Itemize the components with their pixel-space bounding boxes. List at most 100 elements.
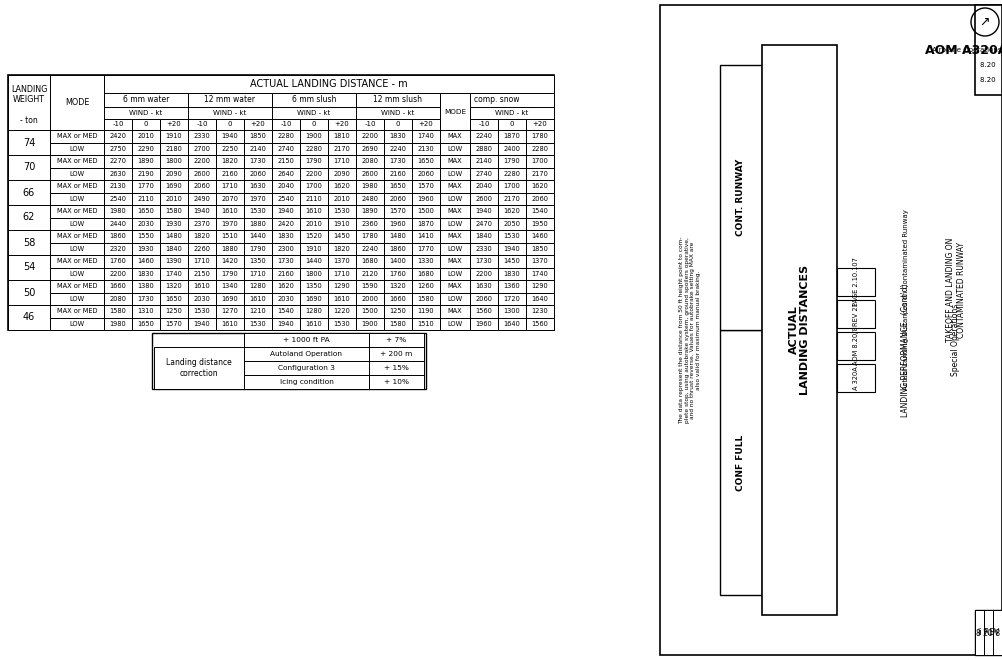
Bar xyxy=(993,610,1002,655)
Bar xyxy=(384,267,412,280)
Bar xyxy=(526,280,554,292)
Bar xyxy=(328,255,356,267)
Bar xyxy=(216,193,244,205)
Text: MODE: MODE xyxy=(65,98,89,107)
Text: 2200: 2200 xyxy=(193,158,210,164)
Bar xyxy=(440,218,470,230)
Text: 2170: 2170 xyxy=(532,171,548,177)
Bar xyxy=(328,305,356,317)
Bar xyxy=(412,267,440,280)
Text: LOW: LOW xyxy=(69,271,84,277)
Bar xyxy=(300,155,328,168)
Text: 1610: 1610 xyxy=(221,321,238,327)
Text: 2750: 2750 xyxy=(109,146,126,152)
Bar xyxy=(50,130,104,143)
Bar xyxy=(244,230,272,242)
Bar xyxy=(216,255,244,267)
Text: 1910: 1910 xyxy=(334,220,351,227)
Bar xyxy=(412,155,440,168)
Bar xyxy=(356,205,384,218)
Text: - ton: - ton xyxy=(20,115,38,125)
Text: 2690: 2690 xyxy=(362,146,379,152)
Text: WIND - kt: WIND - kt xyxy=(213,110,246,116)
Bar xyxy=(526,218,554,230)
Bar xyxy=(470,143,498,155)
Text: 1580: 1580 xyxy=(390,321,407,327)
Text: 2240: 2240 xyxy=(390,146,407,152)
Text: 1290: 1290 xyxy=(532,283,548,289)
Text: 1900: 1900 xyxy=(362,321,379,327)
Bar xyxy=(160,180,188,193)
Bar xyxy=(384,119,412,130)
Bar xyxy=(272,218,300,230)
Bar xyxy=(526,168,554,180)
Bar xyxy=(188,180,216,193)
Text: 2140: 2140 xyxy=(476,158,492,164)
Text: 2600: 2600 xyxy=(193,171,210,177)
Text: 1220: 1220 xyxy=(334,308,351,314)
Text: 1620: 1620 xyxy=(504,209,520,214)
Bar xyxy=(216,242,244,255)
Text: 1760: 1760 xyxy=(390,271,407,277)
Bar xyxy=(470,107,554,119)
Text: REV 21: REV 21 xyxy=(853,302,859,326)
Bar xyxy=(160,218,188,230)
Bar xyxy=(300,230,328,242)
Text: 1450: 1450 xyxy=(334,233,351,240)
Bar xyxy=(384,130,412,143)
Text: The data represent the distance from 50 ft height point to com-
plete stop, usin: The data represent the distance from 50 … xyxy=(678,236,701,424)
Text: 2420: 2420 xyxy=(278,220,295,227)
Text: 2180: 2180 xyxy=(165,146,182,152)
Bar xyxy=(160,292,188,305)
Text: 1650: 1650 xyxy=(137,209,154,214)
Text: 2490: 2490 xyxy=(193,196,210,202)
Text: 2290: 2290 xyxy=(137,146,154,152)
Bar xyxy=(498,230,526,242)
Bar xyxy=(188,292,216,305)
Bar xyxy=(384,292,412,305)
Bar xyxy=(328,119,356,130)
Bar xyxy=(8,155,50,180)
Bar xyxy=(154,347,244,389)
Bar xyxy=(216,205,244,218)
Text: MAX: MAX xyxy=(448,308,462,314)
Text: 1320: 1320 xyxy=(390,283,407,289)
Bar xyxy=(526,180,554,193)
Text: 1840: 1840 xyxy=(165,246,182,251)
Text: MODE: MODE xyxy=(444,108,466,114)
Bar xyxy=(50,155,104,168)
Text: 1550: 1550 xyxy=(137,233,154,240)
Bar xyxy=(160,168,188,180)
Text: 1980: 1980 xyxy=(109,209,126,214)
Text: 1900: 1900 xyxy=(306,133,323,139)
Bar xyxy=(526,143,554,155)
Bar xyxy=(132,155,160,168)
Text: +20: +20 xyxy=(419,121,434,127)
Text: comp. snow: comp. snow xyxy=(474,96,520,104)
Text: +20: +20 xyxy=(533,121,547,127)
Bar xyxy=(216,155,244,168)
Text: 1960: 1960 xyxy=(390,220,407,227)
Bar xyxy=(356,168,384,180)
Bar xyxy=(470,230,498,242)
Text: + 1000 ft PA: + 1000 ft PA xyxy=(284,337,330,343)
Text: AOM A320A: AOM A320A xyxy=(925,44,1002,57)
Text: 2120: 2120 xyxy=(362,271,379,277)
Text: LOW: LOW xyxy=(448,271,463,277)
Text: 1940: 1940 xyxy=(278,209,295,214)
Bar xyxy=(356,218,384,230)
Bar xyxy=(50,267,104,280)
Text: 1810: 1810 xyxy=(334,133,351,139)
Bar xyxy=(526,242,554,255)
Text: 2200: 2200 xyxy=(109,271,126,277)
Text: 0: 0 xyxy=(312,121,317,127)
Bar xyxy=(384,255,412,267)
Bar xyxy=(498,242,526,255)
Text: -10: -10 xyxy=(112,121,124,127)
Text: 2030: 2030 xyxy=(137,220,154,227)
Text: 1580: 1580 xyxy=(165,209,182,214)
Bar xyxy=(300,119,328,130)
Bar xyxy=(440,267,470,280)
Bar xyxy=(328,317,356,330)
Bar xyxy=(104,107,188,119)
